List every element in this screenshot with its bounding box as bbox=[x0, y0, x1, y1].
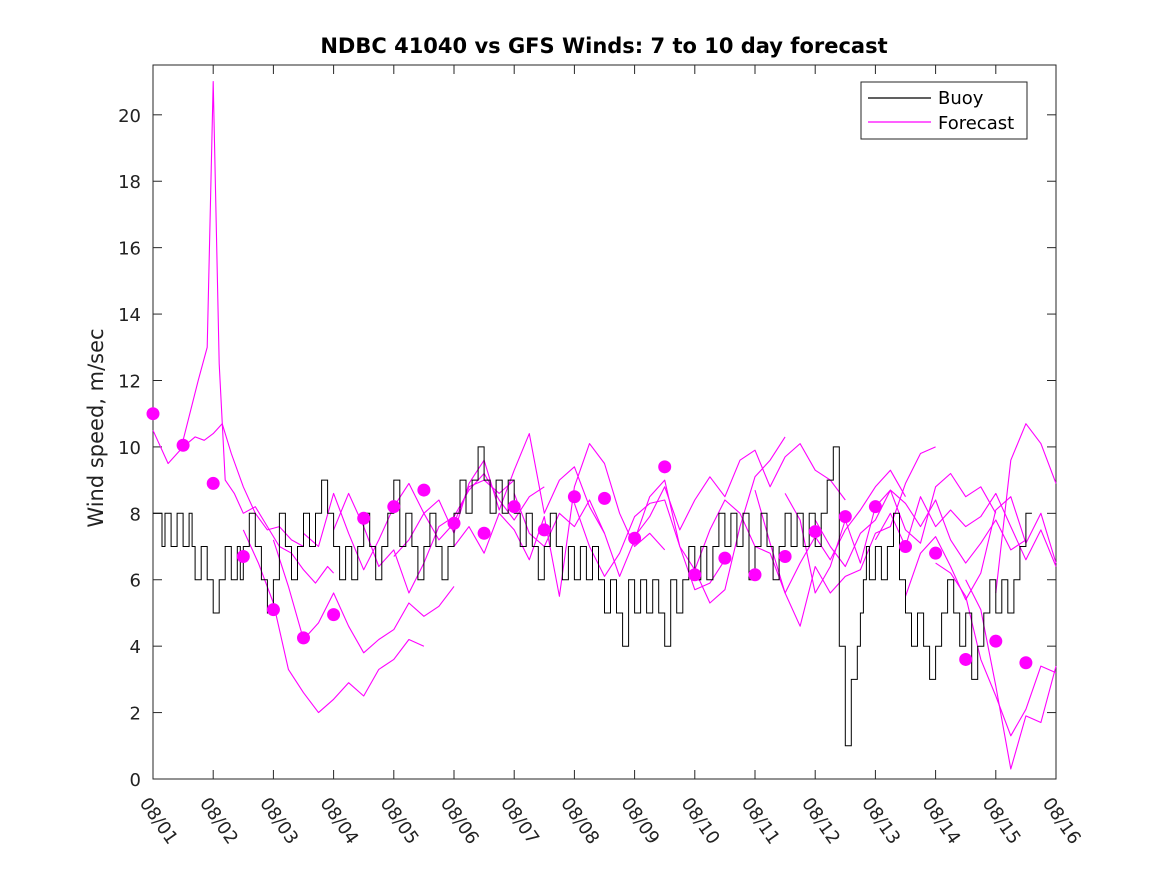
x-tick-label: 08/01 bbox=[135, 794, 182, 849]
y-tick-label: 8 bbox=[130, 504, 141, 525]
forecast-marker bbox=[447, 516, 461, 530]
forecast-marker bbox=[236, 549, 250, 563]
forecast-marker bbox=[297, 631, 310, 645]
forecast-marker bbox=[477, 526, 491, 540]
forecast-marker bbox=[387, 500, 401, 514]
y-tick-label: 6 bbox=[130, 571, 141, 592]
x-tick-label: 08/14 bbox=[918, 794, 965, 849]
forecast-line bbox=[754, 446, 936, 627]
forecast-line bbox=[814, 489, 1027, 568]
forecast-marker bbox=[688, 568, 702, 582]
forecast-markers bbox=[146, 407, 1033, 670]
forecast-marker bbox=[748, 568, 762, 582]
forecast-marker bbox=[778, 549, 792, 563]
x-tick-label: 08/12 bbox=[797, 794, 844, 849]
forecast-marker bbox=[417, 483, 431, 497]
forecast-marker bbox=[327, 608, 341, 622]
buoy-line bbox=[153, 446, 1032, 747]
forecast-marker bbox=[146, 407, 160, 421]
legend-buoy-label: Buoy bbox=[938, 88, 984, 109]
forecast-marker bbox=[357, 511, 371, 525]
forecast-marker bbox=[537, 523, 551, 537]
forecast-lines bbox=[152, 81, 1057, 770]
x-tick-label: 08/15 bbox=[978, 794, 1025, 849]
forecast-marker bbox=[1019, 656, 1033, 670]
forecast-line bbox=[935, 562, 1057, 737]
forecast-line bbox=[303, 479, 515, 571]
y-axis: 0 2 4 6 8 10 12 14 16 18 20 bbox=[118, 106, 1056, 791]
y-tick-label: 18 bbox=[118, 172, 141, 193]
x-axis: 08/01 08/02 08/03 08/04 08/05 08/06 08/07 08/08… bbox=[135, 65, 1085, 848]
y-tick-label: 10 bbox=[118, 438, 141, 459]
forecast-marker bbox=[989, 634, 1003, 648]
y-axis-label: Wind speed, m/sec bbox=[84, 328, 108, 527]
forecast-marker bbox=[658, 460, 672, 474]
forecast-line bbox=[694, 469, 906, 594]
x-tick-label: 08/09 bbox=[617, 794, 664, 849]
y-tick-label: 20 bbox=[118, 106, 141, 127]
forecast-marker bbox=[206, 476, 220, 490]
y-tick-label: 4 bbox=[130, 637, 141, 658]
legend-forecast-label: Forecast bbox=[938, 113, 1014, 134]
y-tick-label: 0 bbox=[130, 770, 141, 791]
legend-box bbox=[860, 81, 1028, 140]
x-tick-label: 08/10 bbox=[677, 794, 724, 849]
forecast-marker bbox=[959, 652, 973, 666]
forecast-line bbox=[634, 443, 846, 537]
forecast-line bbox=[965, 579, 1057, 770]
y-tick-label: 2 bbox=[130, 704, 141, 725]
forecast-line bbox=[573, 436, 786, 604]
forecast-marker bbox=[808, 525, 822, 539]
forecast-marker bbox=[507, 500, 521, 514]
buoy-line-group bbox=[153, 446, 1032, 747]
x-tick-label: 08/03 bbox=[255, 794, 302, 849]
x-tick-label: 08/05 bbox=[376, 794, 423, 849]
plot-frame bbox=[152, 64, 1057, 780]
forecast-marker bbox=[266, 603, 280, 617]
forecast-line bbox=[182, 81, 335, 584]
x-tick-label: 08/06 bbox=[436, 794, 483, 849]
forecast-marker bbox=[838, 510, 852, 524]
x-tick-label: 08/16 bbox=[1038, 794, 1085, 849]
y-tick-label: 12 bbox=[118, 371, 141, 392]
forecast-marker bbox=[598, 491, 611, 505]
forecast-marker bbox=[868, 500, 882, 514]
legend: Buoy Forecast bbox=[860, 81, 1028, 140]
forecast-marker bbox=[899, 540, 912, 554]
forecast-line bbox=[904, 496, 1057, 601]
forecast-line bbox=[333, 472, 545, 594]
forecast-line bbox=[995, 423, 1057, 594]
x-tick-label: 08/04 bbox=[316, 794, 363, 849]
forecast-marker bbox=[628, 531, 642, 545]
x-tick-label: 08/02 bbox=[195, 794, 242, 849]
forecast-marker bbox=[718, 551, 732, 565]
x-tick-label: 08/11 bbox=[737, 794, 784, 849]
forecast-marker bbox=[567, 490, 581, 504]
forecast-line bbox=[874, 492, 1057, 567]
forecast-marker bbox=[929, 546, 943, 560]
forecast-line bbox=[393, 433, 605, 557]
x-tick-label: 08/13 bbox=[857, 794, 904, 849]
forecast-marker bbox=[176, 438, 190, 452]
x-tick-label: 08/07 bbox=[496, 794, 543, 849]
y-tick-label: 14 bbox=[118, 305, 141, 326]
x-tick-label: 08/08 bbox=[556, 794, 603, 849]
chart-title: NDBC 41040 vs GFS Winds: 7 to 10 day for… bbox=[320, 34, 887, 58]
y-tick-label: 16 bbox=[118, 239, 141, 260]
